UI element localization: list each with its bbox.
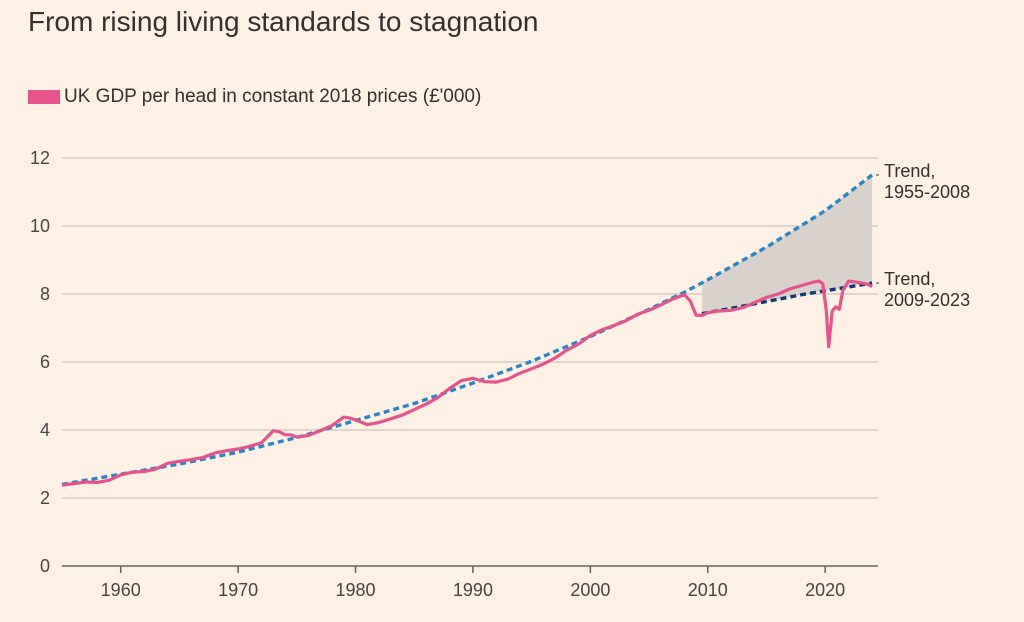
x-tick-label: 2010 [688, 580, 728, 600]
annotation-line: Trend, [884, 161, 935, 181]
legend: UK GDP per head in constant 2018 prices … [28, 86, 481, 108]
x-tick-label: 1960 [101, 580, 141, 600]
annotation-label: Trend, 2009-2023 [884, 269, 970, 310]
series-layer [61, 173, 874, 487]
y-tick-label: 8 [40, 284, 50, 304]
y-tick-label: 12 [30, 148, 50, 168]
annotation-line: 1955-2008 [884, 182, 970, 202]
y-tick-label: 4 [40, 420, 50, 440]
annotation-line: 2009-2023 [884, 290, 970, 310]
trend-line [61, 173, 874, 487]
y-tick-label: 10 [30, 216, 50, 236]
y-tick-label: 2 [40, 488, 50, 508]
x-tick-label: 1990 [453, 580, 493, 600]
shaded-band [701, 175, 873, 314]
y-tick-label: 6 [40, 352, 50, 372]
chart-title: From rising living standards to stagnati… [28, 6, 539, 37]
annotation-label: Trend, 1955-2008 [884, 161, 970, 202]
legend-label: UK GDP per head in constant 2018 prices … [64, 86, 482, 107]
annotation-line: Trend, [884, 269, 935, 289]
x-axis: 1960 1970 1980 1990 2000 2010 2020 [101, 566, 845, 600]
x-tick-label: 2020 [805, 580, 845, 600]
gridlines [62, 157, 878, 567]
x-tick-label: 1980 [336, 580, 376, 600]
x-tick-label: 2000 [570, 580, 610, 600]
legend-swatch [28, 90, 60, 104]
gdp-line [61, 279, 873, 487]
y-axis: 0 2 4 6 8 10 12 [30, 148, 50, 576]
x-tick-label: 1970 [218, 580, 258, 600]
trend-gap-area [701, 175, 873, 314]
y-tick-label: 0 [40, 556, 50, 576]
